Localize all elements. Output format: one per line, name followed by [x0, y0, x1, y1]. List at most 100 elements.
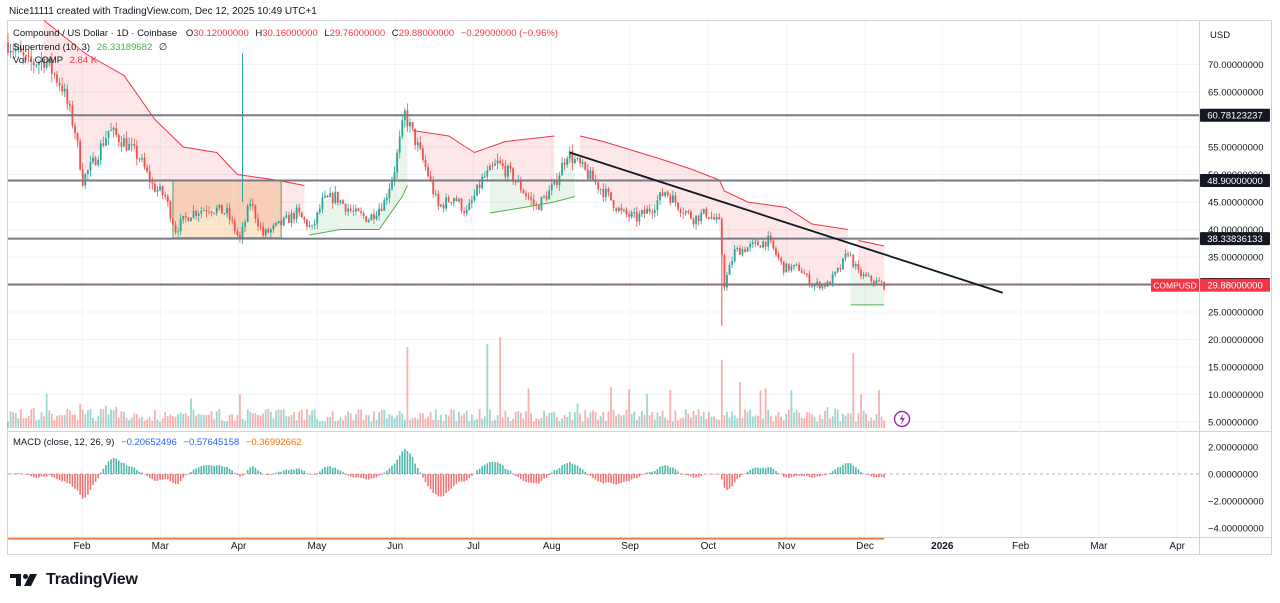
time-axis[interactable]: Feb Mar Apr May Jun Jul Aug Sep Oct Nov Dec 2026 Feb… [73, 541, 1185, 552]
volume-bar [272, 418, 275, 428]
macd-histogram-bar [223, 467, 226, 474]
volume-bar [504, 410, 507, 428]
volume-bar [638, 416, 641, 428]
lightning-icon[interactable] [893, 410, 911, 428]
volume-legend[interactable]: Vol · COMP 2.84 K [13, 55, 98, 66]
candle-body [161, 186, 164, 195]
price-axis[interactable]: 70.00000000 65.00000000 55.00000000 50.0000… [1208, 60, 1264, 535]
candle-body [442, 204, 445, 209]
macd-histogram-bar [659, 466, 661, 474]
macd-histogram-bar [313, 474, 316, 475]
macd-histogram-bar [677, 471, 679, 474]
candle-body [530, 197, 533, 200]
macd-histogram-bar [66, 474, 69, 484]
macd-tick-label: −2.00000000 [1208, 497, 1264, 508]
macd-histogram-bar [468, 474, 471, 479]
candle-body [653, 210, 656, 214]
macd-histogram-bar [736, 474, 739, 479]
candle-body [97, 159, 100, 166]
horizontal-levels[interactable]: 60.7812323748.9000000038.3383613330.0000… [8, 108, 1270, 292]
volume-bar [525, 411, 527, 428]
macd-histogram-bar [164, 474, 166, 480]
currency-label[interactable]: USD [1210, 30, 1230, 41]
price-tick-label: 10.00000000 [1208, 390, 1263, 401]
volume-bar [30, 409, 33, 428]
macd-histogram-bar [174, 474, 177, 485]
volume-bar [653, 419, 656, 428]
macd-histogram-bar [535, 474, 538, 484]
macd-histogram-bar [69, 474, 71, 484]
macd-histogram-bar [40, 474, 43, 477]
candle-body [692, 218, 695, 225]
macd-histogram-bar [146, 474, 148, 476]
macd-histogram-bar [35, 474, 38, 478]
macd-histogram-bar [272, 473, 275, 475]
candle-body [166, 196, 169, 202]
macd-histogram-bar [679, 473, 682, 474]
volume-bar [27, 415, 30, 428]
macd-histogram-bar [630, 474, 633, 480]
candle-body [738, 248, 741, 255]
candle-body [576, 157, 579, 160]
macd-histogram-bar [295, 468, 298, 474]
macd-histogram-bar [746, 471, 749, 474]
volume-bar [860, 394, 862, 428]
macd-histogram-bar [187, 473, 190, 475]
candle-body [661, 192, 664, 197]
supertrend-fills [44, 20, 885, 305]
tradingview-logo[interactable]: TradingView [10, 569, 138, 591]
candle-body [329, 193, 332, 198]
candle-body [43, 58, 45, 68]
volume-bar [153, 409, 156, 428]
macd-histogram-bar [767, 467, 770, 474]
macd-histogram-bar [277, 471, 280, 474]
symbol-legend[interactable]: Compound / US Dollar · 1D · Coinbase O30… [13, 28, 558, 39]
macd-histogram-bar [344, 474, 347, 475]
candle-body [718, 217, 721, 220]
macd-histogram-bar [458, 474, 460, 482]
trendline[interactable] [569, 151, 1003, 294]
macd-histogram-bar [76, 474, 79, 491]
volume-bar [166, 416, 169, 428]
macd-histogram-bar [857, 469, 860, 474]
macd-histogram-bar [373, 474, 375, 479]
macd-histogram-bar [58, 474, 61, 481]
volume-bar [40, 412, 43, 428]
volume-bar [643, 414, 646, 428]
candle-body [287, 215, 290, 223]
macd-histogram-bar [793, 474, 795, 477]
supertrend-label: Supertrend (10, 3) [13, 42, 90, 53]
volume-bar [584, 410, 587, 428]
candle-body [574, 159, 576, 164]
volume-bar [257, 415, 259, 428]
volume-bar [736, 418, 739, 428]
volume-bar [264, 409, 267, 428]
macd-pane [7, 448, 1199, 540]
supertrend-value: 26.33189682 [97, 42, 152, 53]
volume-bar [12, 412, 15, 428]
macd-histogram-bar [520, 474, 522, 480]
macd-tick-label: 2.00000000 [1208, 443, 1258, 454]
volume-bar [254, 413, 257, 428]
candle-body [607, 188, 610, 193]
volume-bar [220, 420, 223, 428]
macd-histogram-bar [594, 474, 597, 480]
macd-histogram-bar [834, 469, 837, 474]
candle-body [592, 170, 594, 181]
volume-bar [208, 414, 210, 428]
candle-body [259, 226, 262, 228]
macd-histogram-bar [257, 470, 259, 474]
macd-histogram-bar [43, 474, 45, 478]
candle-body [429, 176, 432, 181]
macd-legend[interactable]: MACD (close, 12, 26, 9) −0.20652496 −0.5… [13, 437, 302, 448]
volume-bar [280, 410, 283, 428]
macd-histogram-bar [118, 460, 120, 474]
candle-body [733, 249, 736, 262]
volume-bar [831, 416, 834, 428]
volume-bar [746, 411, 749, 428]
supertrend-legend[interactable]: Supertrend (10, 3) 26.33189682 ∅ [13, 42, 167, 53]
volume-bar [808, 412, 811, 428]
macd-histogram-bar [543, 474, 545, 479]
macd-histogram-bar [115, 458, 118, 474]
